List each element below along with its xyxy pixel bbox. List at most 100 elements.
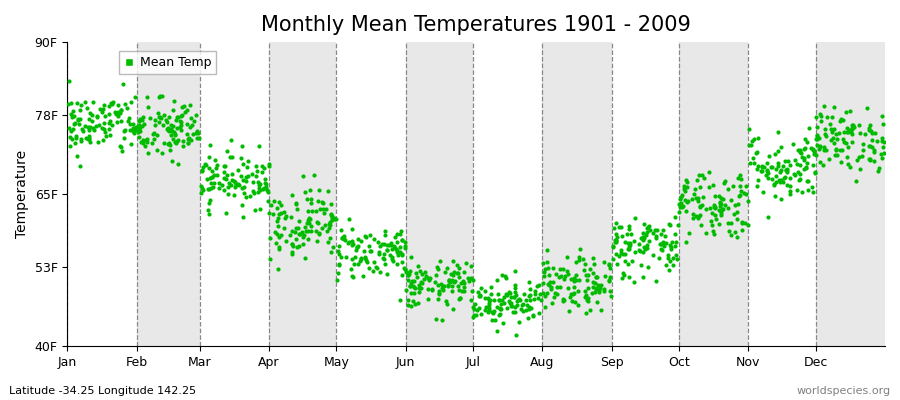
Point bbox=[248, 173, 263, 179]
Point bbox=[833, 159, 848, 166]
Point bbox=[342, 216, 356, 222]
Point bbox=[298, 224, 312, 230]
Point bbox=[272, 234, 286, 240]
Point bbox=[743, 142, 758, 149]
Point bbox=[228, 179, 242, 186]
Point bbox=[99, 133, 113, 140]
Point bbox=[324, 211, 338, 218]
Point bbox=[670, 238, 684, 245]
Point bbox=[799, 178, 814, 184]
Point bbox=[354, 256, 368, 262]
Point bbox=[296, 241, 310, 248]
Point bbox=[371, 239, 385, 245]
Point bbox=[238, 178, 253, 184]
Point bbox=[466, 304, 481, 310]
Point bbox=[241, 172, 256, 179]
Point bbox=[594, 307, 608, 313]
Point bbox=[94, 109, 109, 115]
Point bbox=[774, 166, 788, 173]
Point bbox=[162, 128, 176, 134]
Point bbox=[634, 235, 648, 241]
Point bbox=[868, 147, 882, 154]
Point bbox=[808, 114, 823, 120]
Point bbox=[65, 114, 79, 120]
Point bbox=[174, 118, 188, 124]
Point bbox=[148, 122, 162, 128]
Point bbox=[445, 283, 459, 289]
Point bbox=[270, 223, 284, 229]
Point bbox=[188, 130, 202, 136]
Point bbox=[760, 167, 774, 174]
Point bbox=[672, 208, 687, 215]
Point bbox=[169, 113, 184, 120]
Point bbox=[231, 182, 246, 188]
Point bbox=[187, 118, 202, 124]
Point bbox=[607, 243, 621, 250]
Point bbox=[729, 209, 743, 215]
Point bbox=[304, 223, 319, 229]
Point bbox=[649, 278, 663, 284]
Point bbox=[622, 244, 636, 250]
Point bbox=[604, 292, 618, 299]
Point bbox=[396, 264, 410, 271]
Point bbox=[63, 111, 77, 118]
Point bbox=[655, 239, 670, 245]
Point bbox=[485, 309, 500, 316]
Point bbox=[714, 208, 728, 214]
Point bbox=[540, 290, 554, 296]
Point bbox=[370, 265, 384, 272]
Point bbox=[645, 252, 660, 258]
Point bbox=[602, 262, 616, 268]
Point bbox=[702, 168, 716, 175]
Point bbox=[635, 249, 650, 256]
Point bbox=[653, 241, 668, 247]
Point bbox=[198, 160, 212, 167]
Point bbox=[675, 192, 689, 199]
Point bbox=[606, 244, 620, 250]
Point bbox=[699, 205, 714, 212]
Point bbox=[555, 298, 570, 304]
Point bbox=[464, 263, 478, 270]
Point bbox=[875, 154, 889, 161]
Point bbox=[297, 232, 311, 239]
Point bbox=[394, 272, 409, 278]
Point bbox=[590, 285, 605, 292]
Point bbox=[157, 112, 171, 118]
Point bbox=[824, 136, 839, 143]
Point bbox=[856, 147, 870, 153]
Point bbox=[536, 273, 551, 280]
Point bbox=[425, 285, 439, 292]
Point bbox=[189, 112, 203, 118]
Point bbox=[552, 274, 566, 280]
Point bbox=[727, 228, 742, 235]
Point bbox=[81, 116, 95, 122]
Point bbox=[378, 260, 392, 267]
Point bbox=[235, 185, 249, 192]
Point bbox=[508, 268, 523, 275]
Point bbox=[223, 182, 238, 188]
Point bbox=[393, 249, 408, 255]
Point bbox=[500, 292, 514, 298]
Point bbox=[395, 251, 410, 258]
Point bbox=[739, 183, 753, 189]
Point bbox=[225, 154, 239, 160]
Point bbox=[210, 162, 224, 168]
Point bbox=[467, 300, 482, 307]
Point bbox=[602, 274, 616, 280]
Point bbox=[274, 232, 288, 238]
Point bbox=[184, 124, 198, 130]
Point bbox=[518, 307, 533, 313]
Point bbox=[202, 186, 216, 192]
Point bbox=[199, 162, 213, 168]
Point bbox=[542, 282, 556, 289]
Point bbox=[247, 190, 261, 196]
Point bbox=[754, 168, 769, 174]
Point bbox=[721, 220, 735, 226]
Point bbox=[194, 166, 209, 173]
Point bbox=[808, 169, 823, 176]
Point bbox=[404, 290, 419, 296]
Point bbox=[712, 220, 726, 227]
Point bbox=[813, 158, 827, 165]
Point bbox=[490, 277, 504, 283]
Point bbox=[446, 306, 460, 312]
